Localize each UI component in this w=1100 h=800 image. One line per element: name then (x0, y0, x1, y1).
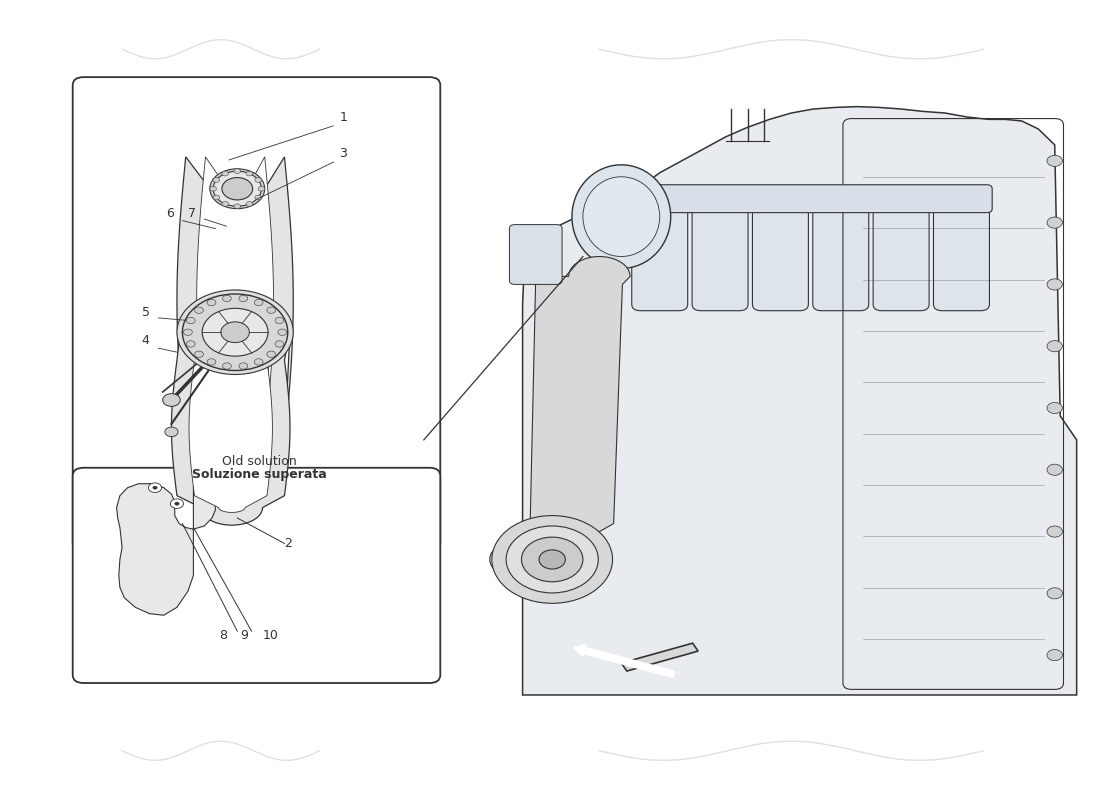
Text: eurospares: eurospares (686, 225, 874, 256)
Circle shape (234, 169, 241, 174)
Text: eurospares: eurospares (161, 563, 324, 588)
Text: Soluzione superata: Soluzione superata (191, 468, 327, 481)
Polygon shape (189, 319, 273, 512)
Circle shape (492, 515, 613, 603)
Text: 5: 5 (142, 306, 150, 319)
Circle shape (278, 329, 287, 335)
FancyBboxPatch shape (73, 468, 440, 683)
Circle shape (222, 202, 229, 206)
Circle shape (213, 171, 262, 206)
Circle shape (222, 178, 253, 200)
Circle shape (207, 299, 216, 306)
Circle shape (506, 526, 598, 593)
FancyBboxPatch shape (752, 186, 808, 310)
Circle shape (202, 308, 268, 356)
Circle shape (267, 351, 276, 358)
Circle shape (213, 195, 220, 200)
Circle shape (254, 358, 263, 365)
Circle shape (1047, 341, 1063, 352)
Circle shape (258, 186, 265, 191)
Circle shape (1047, 464, 1063, 475)
Circle shape (177, 290, 294, 374)
Circle shape (210, 186, 217, 191)
Circle shape (239, 295, 248, 302)
Circle shape (195, 351, 204, 358)
Text: eurospares: eurospares (161, 228, 324, 253)
Circle shape (246, 171, 253, 176)
Circle shape (186, 341, 195, 347)
Text: 6: 6 (166, 206, 174, 220)
Circle shape (239, 363, 248, 369)
FancyBboxPatch shape (630, 185, 992, 213)
Circle shape (275, 341, 284, 347)
Text: 10: 10 (263, 629, 278, 642)
Circle shape (255, 195, 262, 200)
Circle shape (148, 483, 162, 493)
Text: 9: 9 (241, 629, 249, 642)
Circle shape (163, 394, 180, 406)
Polygon shape (522, 106, 1077, 695)
Polygon shape (197, 157, 274, 444)
Ellipse shape (583, 177, 660, 257)
Circle shape (210, 169, 265, 209)
Text: 2: 2 (285, 538, 293, 550)
Circle shape (521, 537, 583, 582)
Circle shape (175, 502, 179, 506)
FancyBboxPatch shape (934, 186, 989, 310)
FancyBboxPatch shape (631, 186, 688, 310)
Circle shape (1047, 155, 1063, 166)
Circle shape (255, 178, 262, 182)
Circle shape (1047, 588, 1063, 599)
Circle shape (254, 299, 263, 306)
Circle shape (1047, 526, 1063, 537)
Circle shape (183, 294, 288, 370)
Circle shape (186, 318, 195, 324)
Polygon shape (117, 484, 216, 615)
Circle shape (1047, 279, 1063, 290)
Circle shape (153, 486, 157, 490)
Circle shape (275, 318, 284, 324)
Circle shape (246, 202, 253, 206)
FancyBboxPatch shape (509, 225, 562, 285)
Circle shape (165, 427, 178, 437)
FancyBboxPatch shape (692, 186, 748, 310)
Circle shape (195, 307, 204, 314)
Circle shape (222, 363, 231, 369)
Circle shape (234, 204, 241, 209)
Polygon shape (172, 312, 290, 525)
Text: 8: 8 (219, 629, 227, 642)
Circle shape (213, 178, 220, 182)
Text: 4: 4 (142, 334, 150, 347)
Polygon shape (177, 157, 294, 444)
Circle shape (184, 329, 192, 335)
Polygon shape (490, 257, 630, 586)
Text: 7: 7 (188, 206, 196, 220)
Circle shape (221, 322, 250, 342)
Circle shape (222, 171, 229, 176)
FancyBboxPatch shape (73, 77, 440, 551)
FancyBboxPatch shape (813, 186, 869, 310)
Circle shape (1047, 217, 1063, 228)
Circle shape (1047, 402, 1063, 414)
Text: Old solution: Old solution (222, 455, 297, 468)
Text: eurospares: eurospares (686, 560, 874, 591)
Circle shape (170, 499, 184, 509)
Text: 1: 1 (339, 111, 348, 124)
FancyBboxPatch shape (873, 186, 930, 310)
Polygon shape (621, 643, 698, 671)
Circle shape (222, 295, 231, 302)
Circle shape (539, 550, 565, 569)
Ellipse shape (572, 165, 671, 269)
Circle shape (267, 307, 276, 314)
Circle shape (1047, 650, 1063, 661)
Text: 3: 3 (339, 147, 348, 160)
Circle shape (207, 358, 216, 365)
